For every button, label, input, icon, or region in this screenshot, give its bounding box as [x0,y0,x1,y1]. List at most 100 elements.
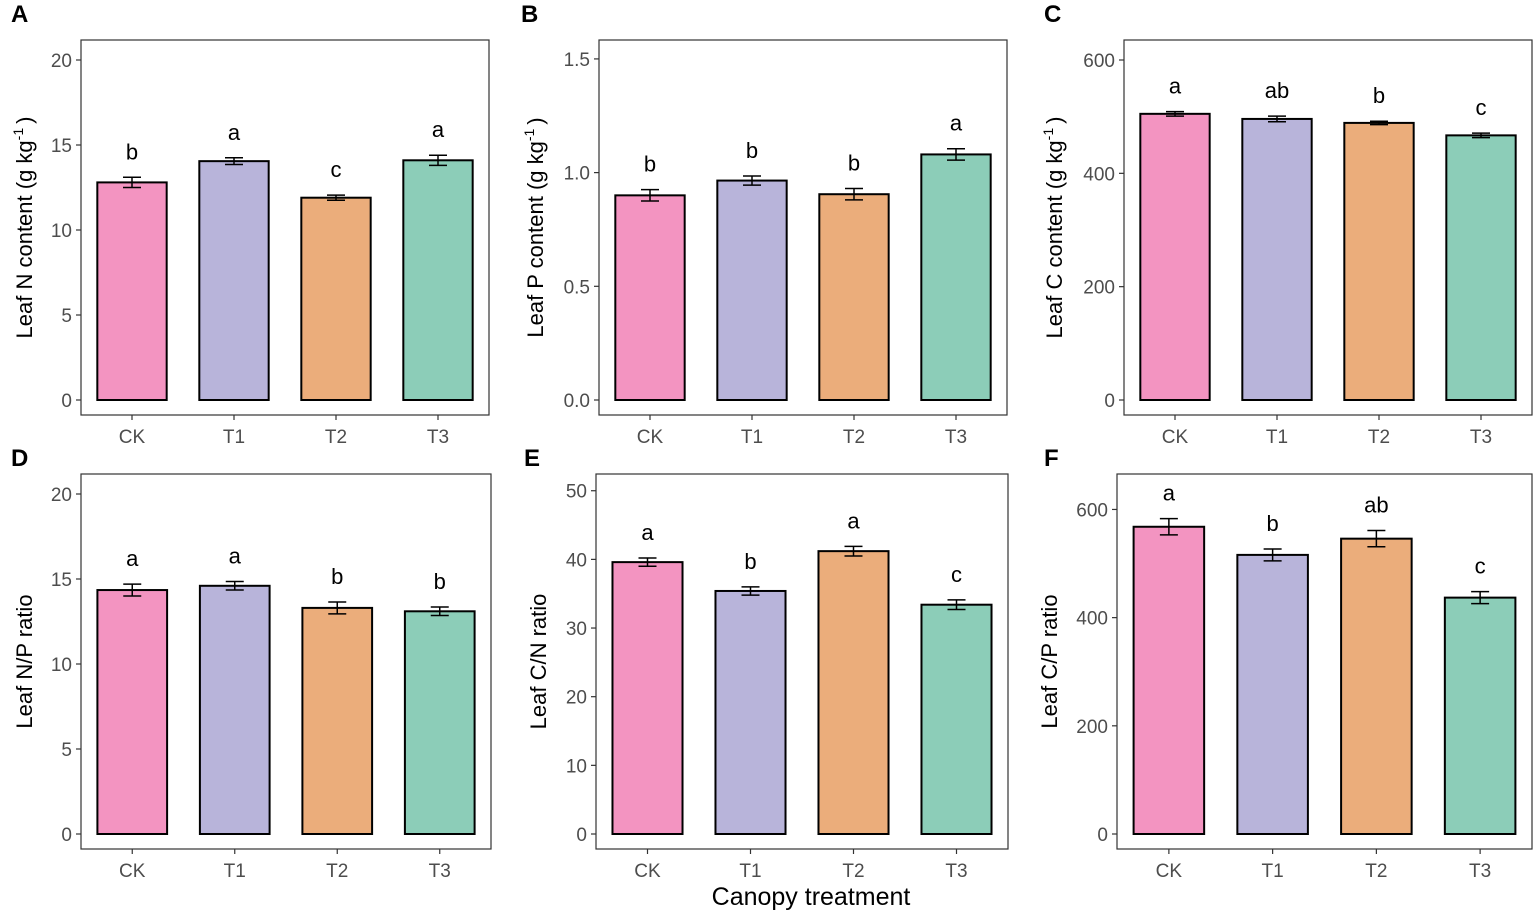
y-tick-label: 0 [1097,825,1108,846]
significance-letter: a [641,520,654,545]
error-bar-t2 [845,187,863,201]
y-axis-label: Leaf N/P ratio [12,594,37,728]
panel-border [598,39,1008,416]
y-tick-label: 10 [566,756,587,777]
error-bar-t3 [947,147,965,161]
panel-letter: C [1044,1,1061,28]
x-tick-label: T2 [843,427,865,448]
x-tick-label: T3 [427,427,449,448]
panel-border [80,39,490,416]
y-tick-label: 0 [61,391,72,412]
significance-letter: a [1169,74,1182,99]
panel-f: F 0 200 400 600 a CK b T1 ab T2 c T3 Leaf C/P ratio [1037,445,1533,882]
error-bar-t2 [844,545,863,557]
bar-t1 [716,179,788,401]
bar-t3 [1445,134,1517,401]
significance-letter: b [848,151,860,176]
bar-ck [611,561,684,836]
significance-letter: c [331,157,342,182]
panel-border [1116,473,1533,850]
error-bar-ck [638,557,657,567]
bar-t3 [402,159,474,401]
x-tick-label: T1 [223,427,245,448]
bar-t2 [1340,537,1413,835]
significance-letter: b [434,569,446,594]
y-tick-label: 0 [1104,391,1115,412]
error-bar-ck [1159,517,1178,536]
y-axis-label: Leaf P content (g kg-1) [521,117,548,337]
significance-letter: ab [1364,493,1388,518]
panel-e: E 0 10 20 30 40 50 a CK b T1 a T2 c T3 Leaf C/N ratio [524,445,1009,882]
x-tick-label: CK [1156,861,1183,882]
bar-t2 [817,550,890,836]
error-bar-ck [1166,110,1184,117]
error-bar-t1 [1263,548,1282,562]
significance-letter: a [229,544,242,569]
significance-letter: c [951,562,962,587]
bar-ck [1132,525,1206,835]
significance-letter: c [1476,95,1487,120]
x-tick-label: CK [1162,427,1189,448]
y-tick-label: 5 [61,740,72,761]
y-tick-label: 40 [566,550,587,571]
x-tick-label: T2 [1368,427,1390,448]
bar-t1 [1236,553,1309,836]
bar-ck [96,181,168,401]
bar-ck [1139,112,1211,401]
x-tick-label: T1 [741,427,763,448]
x-tick-label: T1 [224,861,246,882]
x-tick-label: CK [634,861,661,882]
error-bar-t2 [327,194,345,201]
error-bar-ck [123,583,142,597]
error-bar-t1 [1268,115,1286,123]
y-tick-label: 200 [1076,717,1108,738]
x-tick-label: CK [119,427,146,448]
error-bar-t3 [1472,132,1490,139]
y-tick-label: 5 [61,306,72,327]
significance-letter: a [847,508,860,533]
error-bar-t1 [741,586,760,596]
y-tick-label: 600 [1076,500,1108,521]
y-axis-label: Leaf C/N ratio [526,594,551,730]
x-tick-label: T3 [945,427,967,448]
panel-letter: F [1044,445,1059,472]
y-tick-label: 400 [1076,609,1108,630]
y-tick-label: 20 [566,688,587,709]
significance-letter: a [228,120,241,145]
panel-letter: A [11,1,28,28]
bar-t1 [198,160,270,401]
significance-letter: a [1163,481,1176,506]
significance-letter: b [1373,83,1385,108]
y-tick-label: 0.0 [564,391,590,412]
error-bar-t2 [328,601,347,615]
panel-d: D 0 5 10 15 20 a CK a T1 b T2 b T3 Leaf N/P ratio [11,445,492,882]
bar-t2 [818,193,890,401]
x-tick-label: CK [119,861,146,882]
significance-letter: b [126,139,138,164]
x-tick-label: T3 [945,861,967,882]
bar-t2 [1343,121,1415,402]
bar-t3 [920,603,993,836]
error-bar-t3 [947,599,966,611]
y-axis-label: Leaf C/P ratio [1037,594,1062,728]
error-bar-t1 [225,580,244,591]
error-bar-t1 [743,175,761,186]
y-tick-label: 600 [1083,51,1115,72]
y-axis-label: Leaf N content (g kg-1) [10,117,37,339]
x-tick-label: T3 [429,861,451,882]
significance-letter: b [331,564,343,589]
y-axis-label: Leaf C content (g kg-1) [1040,117,1067,339]
error-bar-t3 [429,154,447,167]
error-bar-t2 [1367,529,1386,548]
significance-letter: a [432,117,445,142]
significance-letter: a [126,546,139,571]
panel-letter: D [11,445,28,472]
panel-letter: B [521,1,538,28]
error-bar-t1 [225,157,243,166]
x-tick-label: T1 [1262,861,1284,882]
x-tick-label: T1 [739,861,761,882]
significance-letter: b [744,549,756,574]
y-tick-label: 1.0 [564,164,590,185]
y-tick-label: 1.5 [564,50,590,71]
significance-letter: b [746,138,758,163]
